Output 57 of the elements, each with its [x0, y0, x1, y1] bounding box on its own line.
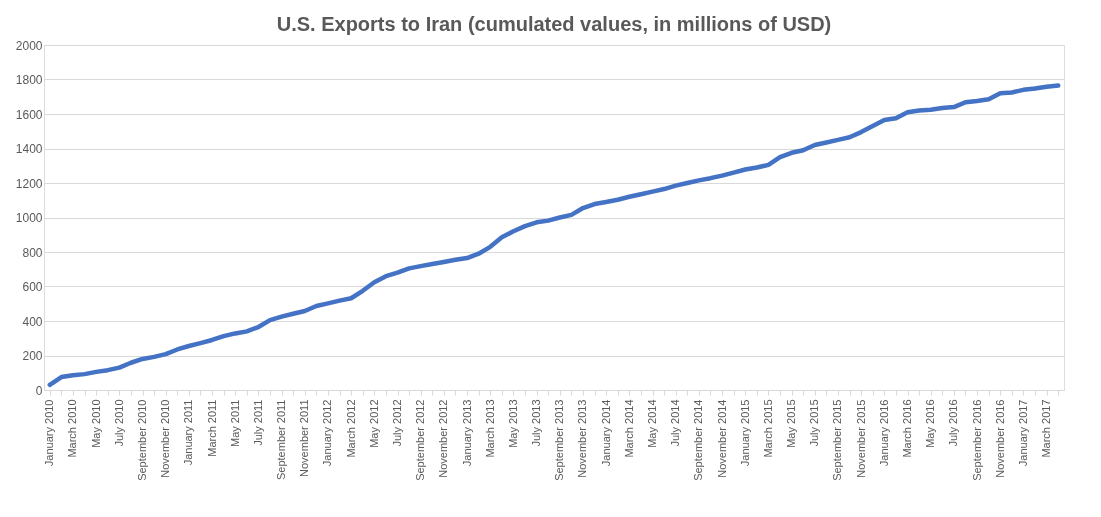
x-tick-label: March 2015	[761, 399, 774, 458]
x-tick-label: March 2014	[622, 399, 635, 458]
y-tick-label: 2000	[15, 38, 43, 53]
x-tick-label: July 2016	[947, 399, 960, 447]
y-tick-label: 1800	[15, 73, 43, 87]
x-tick-label: March 2016	[901, 399, 914, 458]
x-tick-label: May 2015	[785, 399, 798, 448]
line-series	[47, 83, 1061, 388]
x-tick-label: September 2013	[553, 399, 566, 481]
x-tick-label: May 2013	[506, 399, 519, 448]
x-tick-label: January 2017	[1016, 399, 1029, 467]
chart-title: U.S. Exports to Iran (cumulated values, in millions of USD)	[276, 13, 832, 35]
x-tick-label: May 2011	[228, 399, 241, 447]
x-tick-label: January 2016	[877, 399, 890, 467]
y-tick-label: 1000	[15, 211, 43, 225]
y-tick-label: 1400	[15, 142, 43, 156]
x-tick-label: November 2010	[159, 399, 172, 478]
y-tick-label: 800	[22, 245, 43, 260]
x-tick-label: November 2016	[993, 399, 1006, 478]
x-tick-label: November 2015	[854, 399, 867, 478]
x-tick-label: November 2012	[437, 399, 450, 478]
y-tick-label: 200	[22, 349, 43, 363]
y-tick-label: 1600	[15, 107, 43, 122]
x-tick-label: January 2012	[321, 399, 334, 467]
x-tick-label: January 2011	[182, 399, 195, 466]
y-tick-label: 0	[35, 383, 43, 398]
x-tick-label: September 2012	[414, 399, 427, 481]
x-tick-label: July 2015	[808, 399, 821, 447]
y-tick-label: 600	[22, 280, 43, 294]
x-tick-label: July 2011	[251, 399, 264, 446]
x-tick-label: May 2014	[646, 399, 659, 448]
x-tick-label: March 2012	[344, 399, 357, 458]
x-tick-label: March 2010	[66, 399, 79, 458]
x-tick-label: September 2016	[970, 399, 983, 481]
x-tick-label: January 2010	[43, 399, 56, 467]
x-tick-label: March 2013	[483, 399, 496, 458]
x-tick-label: May 2010	[89, 399, 102, 448]
x-tick-label: September 2014	[692, 399, 705, 481]
x-tick-label: May 2016	[924, 399, 937, 448]
x-tick-label: September 2015	[831, 399, 844, 481]
x-tick-label: July 2012	[391, 399, 404, 447]
x-tick-label: January 2015	[738, 399, 751, 467]
x-tick-label: March 2011	[205, 399, 218, 457]
x-tick-label: July 2010	[112, 399, 125, 447]
x-tick-label: November 2011	[298, 399, 311, 477]
x-tick-label: July 2014	[669, 399, 682, 447]
x-tick-label: January 2014	[599, 399, 612, 467]
x-tick-label: July 2013	[530, 399, 543, 447]
x-tick-label: March 2017	[1040, 399, 1053, 458]
x-tick-label: September 2011	[275, 399, 288, 481]
x-tick-label: January 2013	[460, 399, 473, 467]
x-tick-label: September 2010	[136, 399, 149, 481]
x-tick-label: November 2014	[715, 399, 728, 478]
x-tick-label: May 2012	[367, 399, 380, 448]
x-tick-label: November 2013	[576, 399, 589, 478]
y-tick-label: 1200	[15, 176, 43, 191]
y-tick-label: 400	[22, 314, 43, 329]
